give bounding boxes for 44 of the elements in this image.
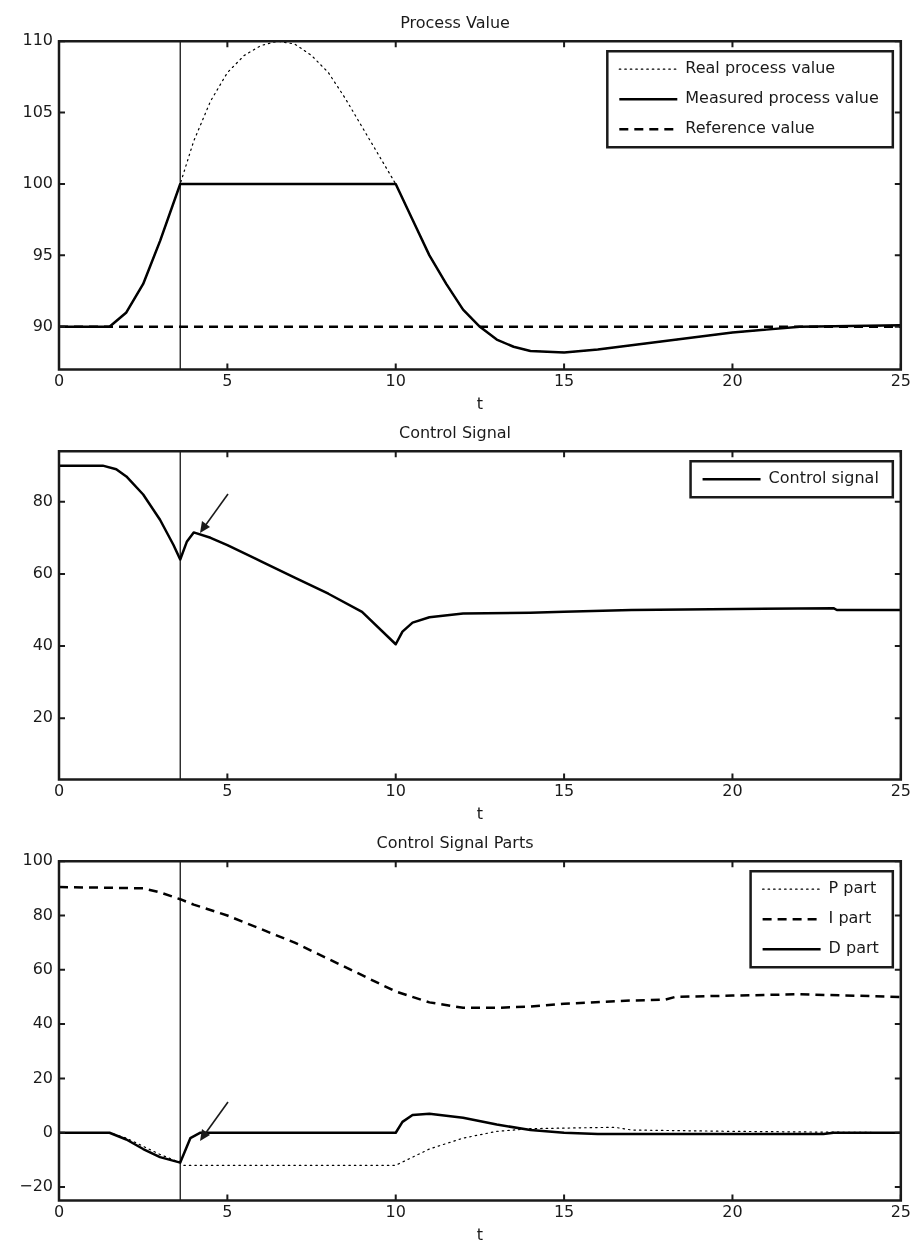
x-tick-label: 25	[890, 1202, 911, 1222]
x-tick-label: 15	[553, 1202, 575, 1222]
x-tick-label: 10	[385, 371, 406, 391]
x-axis-title: t	[476, 803, 484, 823]
chart-title: Control Signal Parts	[376, 832, 534, 852]
y-tick-label: 40	[32, 635, 53, 655]
y-tick-label: 40	[32, 1013, 53, 1033]
legend-label: Control signal	[768, 468, 879, 488]
y-tick-label: 60	[32, 563, 53, 583]
x-tick-label: 20	[722, 781, 743, 801]
legend-label: I part	[828, 908, 872, 928]
x-axis-title: t	[476, 1224, 484, 1244]
legend-label: Reference value	[685, 118, 815, 138]
x-tick-label: 15	[553, 781, 575, 801]
y-tick-label: 100	[22, 173, 53, 193]
y-tick-label: 90	[32, 315, 53, 335]
x-tick-label: 5	[222, 1202, 233, 1222]
y-tick-label: 105	[22, 101, 53, 121]
x-tick-label: 10	[385, 1202, 406, 1222]
legend-label: Measured process value	[685, 88, 879, 108]
y-tick-label: 0	[42, 1121, 53, 1141]
x-tick-label: 5	[222, 781, 233, 801]
x-tick-label: 5	[222, 371, 233, 391]
legend-label: P part	[828, 878, 877, 898]
x-tick-label: 10	[385, 781, 406, 801]
y-tick-label: 20	[32, 1067, 53, 1087]
y-tick-label: 60	[32, 958, 53, 978]
y-tick-label: 80	[32, 490, 53, 510]
chart-title: Process Value	[400, 12, 510, 32]
x-tick-label: 25	[890, 781, 911, 801]
chart-title: Control Signal	[398, 422, 512, 442]
x-tick-label: 25	[890, 371, 911, 391]
y-tick-label: 20	[32, 707, 53, 727]
legend-label: D part	[828, 938, 879, 958]
y-tick-label: 95	[32, 244, 53, 264]
y-tick-label: −20	[19, 1176, 53, 1196]
x-tick-label: 15	[553, 371, 575, 391]
x-tick-label: 20	[722, 371, 743, 391]
y-tick-label: 100	[22, 850, 53, 870]
x-tick-label: 20	[722, 1202, 743, 1222]
x-axis-title: t	[476, 393, 484, 413]
legend-label: Real process value	[685, 58, 836, 78]
y-tick-label: 80	[32, 904, 53, 924]
y-tick-label: 110	[22, 30, 53, 50]
